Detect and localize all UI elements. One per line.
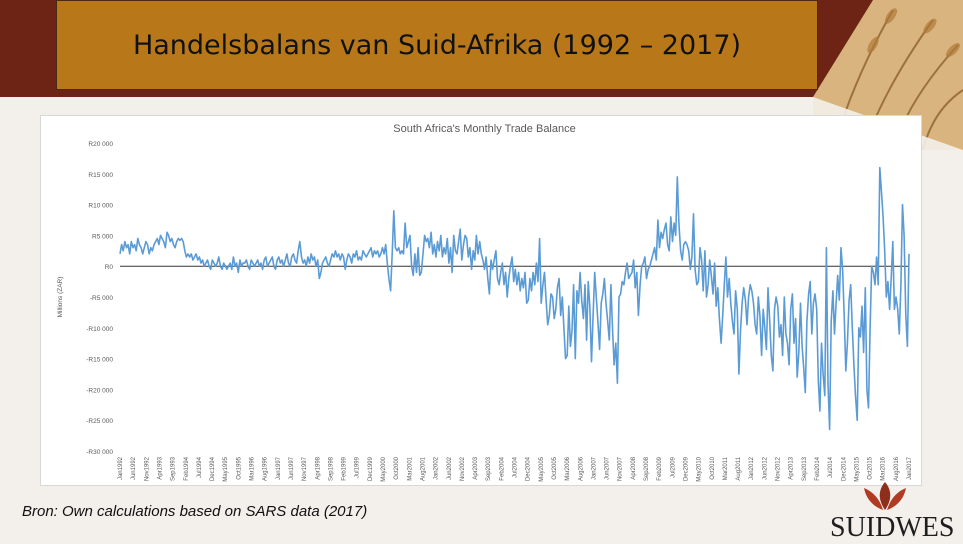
x-tick-label: Jan1992 [118,456,124,480]
x-tick-label: Dec1999 [368,456,374,481]
x-tick-label: Sep2013 [802,456,808,481]
x-tick-label: Jun2002 [447,456,453,480]
suidwes-logo: SUIDWES [808,478,963,543]
x-tick-label: Apr2003 [473,456,479,479]
x-tick-label: Jun1997 [289,456,295,480]
x-tick-label: May2010 [697,456,703,481]
y-tick-label: R10 000 [88,203,113,210]
x-tick-label: Jul1994 [197,456,203,478]
x-tick-label: Apr1993 [157,456,163,479]
x-tick-label: Feb1994 [184,456,190,480]
x-tick-label: Jan1997 [276,456,282,480]
x-tick-label: Jul2014 [828,456,834,478]
source-note: Bron: Own calculations based on SARS dat… [22,503,368,520]
x-tick-label: Mar2006 [565,456,571,480]
x-tick-label: Feb2009 [657,456,663,480]
x-tick-label: Jul1999 [355,456,361,478]
x-tick-label: Dec2009 [683,456,689,481]
y-tick-label: -R25 000 [86,418,113,425]
x-tick-label: Jul2004 [513,456,519,478]
slide-title: Handelsbalans van Suid-Afrika (1992 – 20… [132,29,742,61]
x-tick-label: Feb2014 [815,456,821,480]
x-tick-label: Nov1997 [302,456,308,481]
x-tick-label: Oct2005 [552,456,558,479]
y-tick-label: R5 000 [92,233,113,240]
x-tick-label: Oct2010 [710,456,716,479]
x-tick-label: Dec1994 [210,456,216,481]
logo-leaf-icon [864,482,906,510]
x-tick-label: May2000 [381,456,387,481]
y-tick-label: R0 [105,264,114,271]
y-tick-label: -R5 000 [90,295,114,302]
x-tick-label: Jan2002 [434,456,440,480]
x-tick-label: Aug2016 [894,456,900,481]
x-tick-label: Feb2004 [499,456,505,480]
x-tick-label: Aug1996 [263,456,269,481]
y-axis-label: Millions (ZAR) [57,277,64,318]
x-tick-label: Jun2012 [762,456,768,480]
y-tick-label: R20 000 [88,141,113,148]
chart-panel: South Africa's Monthly Trade Balance R20 … [40,115,922,486]
x-tick-label: Apr2008 [631,456,637,479]
x-tick-label: Jan2012 [749,456,755,480]
x-tick-label: Mar2016 [881,456,887,480]
x-tick-label: Sep2008 [644,456,650,481]
title-box: Handelsbalans van Suid-Afrika (1992 – 20… [56,0,818,90]
x-tick-label: Sep2003 [486,456,492,481]
x-tick-label: Jan2007 [591,456,597,480]
x-tick-label: Apr1998 [315,456,321,479]
x-tick-label: Jun1992 [131,456,137,480]
x-tick-label: Aug2011 [736,456,742,480]
x-tick-label: Sep1998 [328,456,334,481]
x-tick-label: May2005 [539,456,545,481]
x-tick-label: Jul2009 [670,456,676,478]
logo-text: SUIDWES [830,512,955,543]
y-tick-label: -R20 000 [86,387,113,394]
x-tick-label: Aug2006 [578,456,584,481]
x-tick-label: Mar2011 [723,456,729,480]
x-tick-label: Apr2013 [789,456,795,479]
y-tick-label: -R30 000 [86,449,113,456]
x-tick-label: Aug2001 [420,456,426,481]
y-tick-label: -R10 000 [86,326,113,333]
x-tick-label: Oct2000 [394,456,400,479]
series-line-trade-balance [119,166,910,431]
x-tick-label: Jan2017 [907,456,913,480]
x-tick-label: Oct1995 [236,456,242,479]
x-tick-label: Sep1993 [171,456,177,481]
x-tick-label: Nov2002 [460,456,466,481]
x-tick-label: May1995 [223,456,229,481]
chart-title: South Africa's Monthly Trade Balance [393,123,575,135]
x-tick-label: Oct2015 [868,456,874,479]
x-tick-label: Jun2007 [605,456,611,480]
x-tick-label: Mar1996 [250,456,256,480]
y-tick-label: R15 000 [88,172,113,179]
x-tick-label: Nov1992 [144,456,150,481]
y-tick-label: -R15 000 [86,357,113,364]
x-tick-label: Nov2012 [776,456,782,481]
x-tick-label: Dec2014 [841,456,847,481]
x-tick-label: Mar2001 [407,456,413,480]
trade-balance-chart: South Africa's Monthly Trade Balance R20 … [57,123,913,482]
x-tick-label: Dec2004 [526,456,532,481]
x-tick-label: May2015 [854,456,860,481]
x-tick-label: Nov2007 [618,456,624,481]
x-tick-label: Feb1999 [342,456,348,480]
